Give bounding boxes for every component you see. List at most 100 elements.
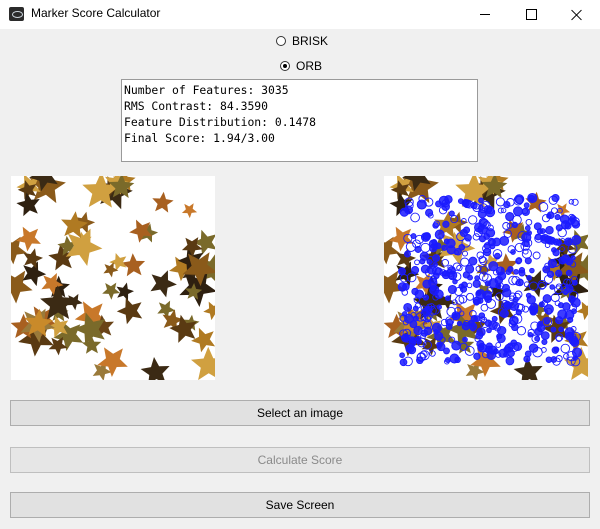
keypoint-marker	[495, 197, 505, 207]
keypoints-leaf	[489, 282, 507, 301]
keypoint-marker	[472, 279, 481, 288]
radio-brisk[interactable]: BRISK	[276, 34, 328, 48]
original-leaf	[48, 336, 68, 356]
keypoint-marker	[551, 247, 557, 253]
original-leaf	[108, 176, 135, 198]
keypoint-marker	[502, 222, 510, 230]
keypoint-marker	[462, 271, 471, 279]
keypoint-marker	[566, 356, 576, 366]
keypoint-marker	[568, 303, 578, 312]
keypoint-marker	[427, 212, 434, 219]
original-leaf	[91, 314, 114, 338]
keypoint-marker	[446, 245, 456, 255]
save-screen-button[interactable]: Save Screen	[10, 492, 590, 518]
keypoint-marker	[488, 239, 496, 247]
keypoint-marker	[518, 269, 526, 277]
keypoint-marker	[524, 225, 531, 231]
keypoint-marker	[525, 292, 532, 299]
keypoint-marker	[508, 275, 518, 286]
original-leaf	[66, 293, 83, 311]
keypoints-leaf	[454, 335, 475, 354]
keypoint-marker	[571, 235, 582, 245]
maximize-icon	[525, 9, 537, 20]
original-leaf	[48, 244, 75, 271]
radio-brisk-indicator[interactable]	[276, 36, 286, 46]
keypoint-marker	[496, 333, 506, 344]
keypoint-marker	[487, 224, 494, 232]
keypoint-marker	[466, 292, 474, 301]
result-features: Number of Features: 3035	[124, 83, 289, 97]
original-leaf	[157, 300, 176, 319]
original-leaf	[179, 270, 215, 307]
keypoint-marker	[478, 255, 486, 264]
keypoint-marker	[571, 275, 578, 283]
keypoint-marker	[522, 305, 530, 313]
keypoint-marker	[415, 335, 422, 343]
keypoint-marker	[545, 356, 553, 363]
keypoint-marker	[480, 303, 489, 312]
keypoint-marker	[425, 208, 434, 217]
keypoint-marker	[429, 350, 436, 357]
minimize-button[interactable]	[462, 0, 508, 29]
keypoint-marker	[434, 289, 444, 300]
keypoint-marker	[447, 271, 455, 280]
keypoint-marker	[499, 309, 509, 318]
keypoint-marker	[458, 310, 465, 317]
keypoint-marker	[494, 252, 501, 260]
keypoint-marker	[536, 322, 543, 329]
keypoint-marker	[538, 202, 549, 212]
keypoint-marker	[468, 256, 478, 266]
result-rms-contrast: RMS Contrast: 84.3590	[124, 99, 269, 113]
keypoint-marker	[514, 242, 525, 253]
keypoint-marker	[434, 242, 442, 250]
keypoint-marker	[399, 207, 409, 217]
keypoint-marker	[560, 343, 571, 354]
maximize-button[interactable]	[508, 0, 554, 29]
keypoint-marker	[485, 342, 493, 350]
keypoint-marker	[466, 282, 473, 289]
keypoint-marker	[570, 219, 579, 227]
keypoint-marker	[485, 207, 496, 218]
keypoint-marker	[495, 266, 505, 276]
keypoints-leaf	[438, 228, 476, 266]
keypoint-marker	[438, 195, 450, 207]
keypoint-marker	[479, 256, 488, 265]
keypoint-marker	[407, 345, 417, 355]
keypoint-marker	[554, 214, 561, 221]
keypoint-marker	[529, 267, 535, 274]
keypoint-marker	[443, 347, 450, 355]
radio-orb-indicator[interactable]	[280, 61, 290, 71]
radio-orb[interactable]: ORB	[280, 59, 322, 73]
keypoint-marker	[440, 318, 449, 327]
keypoint-marker	[483, 233, 491, 240]
minimize-icon	[480, 14, 490, 15]
close-button[interactable]	[554, 0, 600, 29]
keypoint-marker	[475, 290, 482, 296]
keypoint-marker	[452, 313, 458, 319]
keypoint-marker	[480, 316, 488, 324]
keypoints-leaf	[476, 262, 492, 278]
keypoint-marker	[478, 217, 488, 228]
keypoint-marker	[567, 243, 578, 254]
keypoint-marker	[534, 327, 543, 336]
keypoint-marker	[495, 282, 502, 289]
keypoint-marker	[528, 281, 539, 291]
keypoint-marker	[406, 272, 417, 283]
keypoint-marker	[414, 259, 420, 266]
keypoints-leaf	[439, 293, 456, 311]
keypoint-marker	[424, 312, 433, 321]
results-textbox[interactable]: Number of Features: 3035 RMS Contrast: 84…	[121, 79, 478, 162]
keypoint-marker	[463, 319, 470, 327]
keypoint-marker	[494, 275, 504, 285]
keypoint-marker	[422, 279, 432, 289]
keypoint-marker	[527, 328, 535, 337]
original-leaf	[11, 270, 33, 304]
keypoint-marker	[549, 284, 555, 290]
keypoint-marker	[558, 256, 567, 265]
keypoints-leaf	[384, 270, 406, 304]
keypoint-marker	[433, 220, 440, 228]
calculate-score-button[interactable]: Calculate Score	[10, 447, 590, 473]
keypoint-marker	[541, 338, 548, 346]
select-image-button[interactable]: Select an image	[10, 400, 590, 426]
keypoint-marker	[527, 192, 538, 204]
